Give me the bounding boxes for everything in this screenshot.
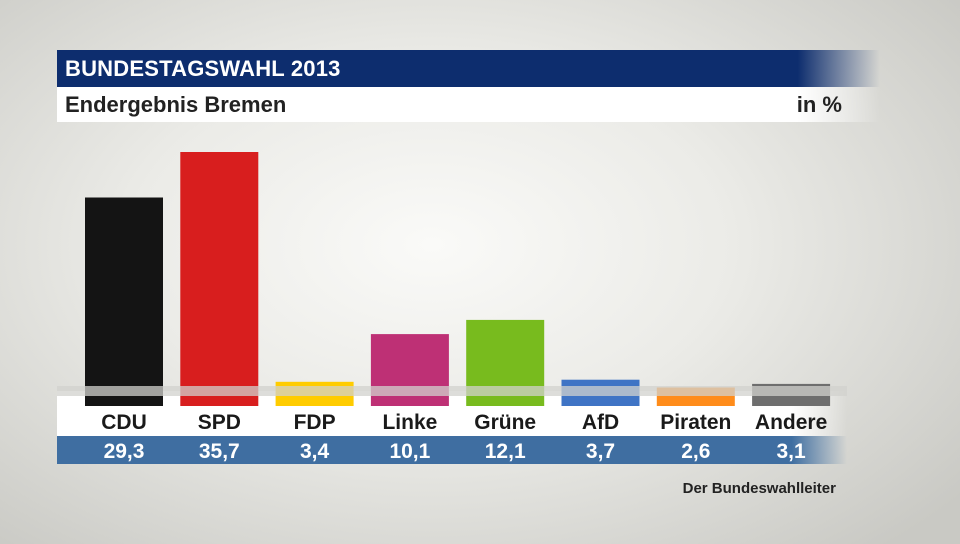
bar-spd [180, 152, 259, 406]
value-label-strip [57, 436, 847, 464]
category-label: FDP [294, 411, 336, 434]
category-label: AfD [582, 411, 619, 434]
value-label: 12,1 [485, 440, 526, 463]
baseline-band [57, 386, 847, 396]
category-label: SPD [198, 411, 241, 434]
value-label: 3,1 [776, 440, 806, 463]
category-label: Grüne [474, 411, 536, 434]
chart-subtitle: Endergebnis Bremen [65, 92, 287, 117]
chart-title: BUNDESTAGSWAHL 2013 [65, 56, 341, 81]
category-label: CDU [101, 411, 147, 434]
value-label: 10,1 [389, 440, 430, 463]
unit-label: in % [796, 92, 842, 117]
value-label: 3,7 [586, 440, 615, 463]
category-label: Andere [755, 411, 827, 434]
value-label: 3,4 [300, 440, 330, 463]
value-label: 35,7 [199, 440, 240, 463]
bar-cdu [85, 197, 163, 406]
value-label: 29,3 [104, 440, 145, 463]
source-label: Der Bundeswahlleiter [682, 480, 836, 497]
title-bar: BUNDESTAGSWAHL 2013 [57, 50, 880, 87]
value-label: 2,6 [681, 440, 710, 463]
subtitle-bar: Endergebnis Bremen in % [57, 87, 880, 122]
category-label: Piraten [660, 411, 731, 434]
category-label: Linke [382, 411, 437, 434]
